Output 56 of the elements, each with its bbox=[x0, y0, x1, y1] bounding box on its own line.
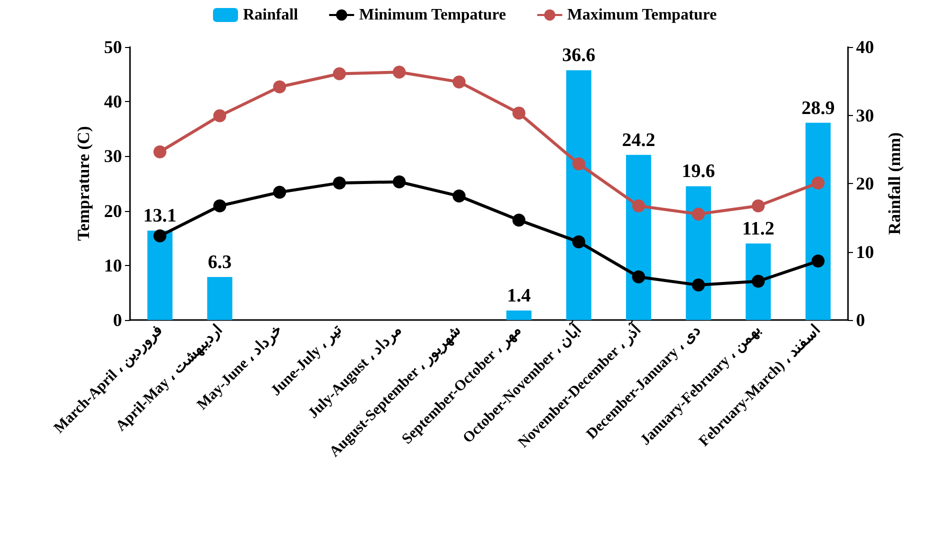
point bbox=[572, 235, 586, 248]
y-axis-title: Temprature (C) bbox=[74, 126, 93, 241]
point bbox=[332, 67, 346, 80]
point bbox=[812, 254, 825, 268]
point bbox=[812, 176, 825, 190]
bar bbox=[506, 310, 532, 320]
data-label: 13.1 bbox=[143, 206, 177, 227]
bar bbox=[626, 154, 652, 320]
data-label: 24.2 bbox=[622, 130, 656, 151]
bar bbox=[746, 244, 771, 320]
bar bbox=[686, 186, 711, 320]
point bbox=[452, 190, 466, 203]
y-tick-label: 10 bbox=[104, 255, 122, 276]
point bbox=[692, 208, 705, 221]
point bbox=[332, 176, 346, 190]
point bbox=[153, 229, 166, 242]
y2-tick-label: 0 bbox=[856, 310, 865, 330]
y-tick-label: 0 bbox=[113, 310, 122, 330]
bar bbox=[147, 230, 172, 320]
point bbox=[632, 199, 646, 212]
point bbox=[752, 199, 765, 212]
point bbox=[452, 75, 466, 88]
point bbox=[392, 66, 406, 79]
y2-tick-label: 40 bbox=[856, 37, 874, 57]
point bbox=[392, 175, 406, 188]
data-label: 6.3 bbox=[208, 252, 232, 274]
y-tick-label: 30 bbox=[104, 146, 122, 166]
data-label: 36.6 bbox=[562, 45, 596, 66]
point bbox=[153, 145, 166, 158]
point bbox=[213, 199, 226, 212]
y2-tick-label: 20 bbox=[856, 174, 874, 194]
bar bbox=[566, 70, 592, 320]
data-label: 28.9 bbox=[801, 98, 835, 119]
point bbox=[273, 186, 286, 199]
data-label: 11.2 bbox=[742, 218, 774, 240]
data-label: 19.6 bbox=[682, 161, 716, 182]
legend-label: Rainfall bbox=[242, 6, 299, 24]
bar bbox=[207, 277, 232, 320]
point bbox=[632, 270, 646, 284]
point bbox=[273, 80, 286, 94]
point bbox=[512, 214, 526, 227]
data-label: 1.4 bbox=[507, 285, 532, 306]
bar bbox=[806, 122, 831, 320]
y-tick-label: 40 bbox=[104, 92, 122, 112]
point bbox=[512, 106, 526, 120]
point bbox=[692, 278, 705, 292]
y2-tick-label: 10 bbox=[856, 242, 874, 262]
legend-label: Maximum Tempature bbox=[567, 6, 717, 24]
y2-tick-label: 30 bbox=[856, 105, 874, 126]
point bbox=[572, 157, 586, 170]
point bbox=[752, 274, 765, 288]
y-tick-label: 20 bbox=[104, 200, 122, 221]
point bbox=[213, 109, 226, 122]
y2-axis-title: Rainfall (mm) bbox=[885, 132, 904, 235]
y-tick-label: 50 bbox=[104, 37, 122, 57]
legend-label: Minimum Tempature bbox=[359, 6, 506, 24]
